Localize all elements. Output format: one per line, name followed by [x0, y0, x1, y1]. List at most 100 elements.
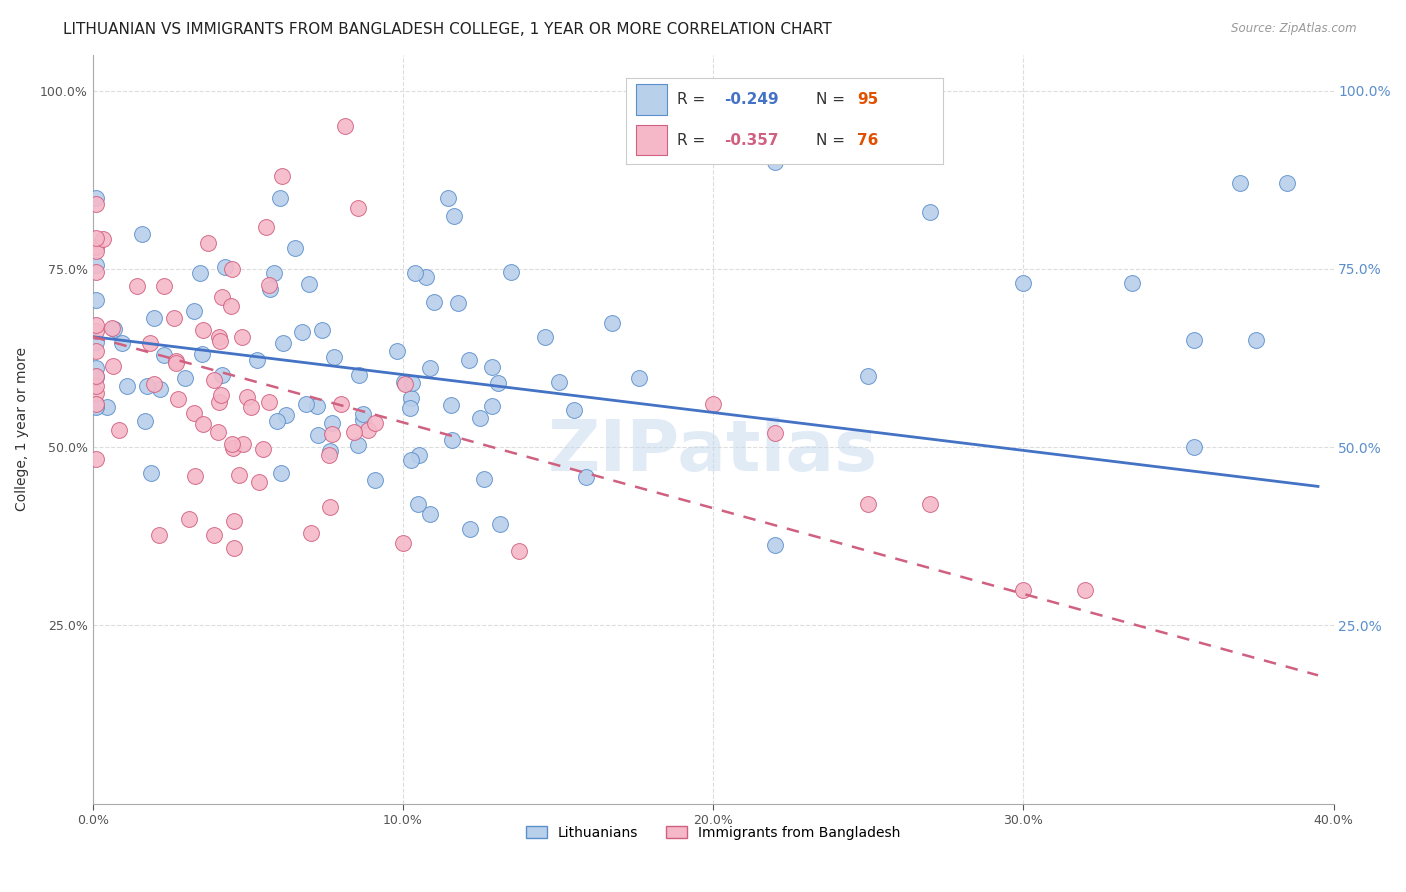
- Point: [308, 427, 330, 442]
- Point: [202, 528, 225, 542]
- Point: [305, 399, 328, 413]
- Point: [84, 361, 107, 376]
- Point: [84, 231, 107, 245]
- Point: [131, 227, 153, 241]
- Point: [207, 425, 229, 439]
- Point: [84, 293, 107, 307]
- Point: [347, 368, 370, 382]
- Point: [108, 423, 131, 437]
- Point: [1012, 582, 1035, 597]
- Text: Source: ZipAtlas.com: Source: ZipAtlas.com: [1232, 22, 1357, 36]
- Point: [84, 240, 107, 254]
- Point: [84, 244, 107, 258]
- Point: [84, 197, 107, 211]
- Point: [231, 330, 253, 344]
- Point: [111, 336, 134, 351]
- Point: [1182, 440, 1205, 454]
- Point: [406, 497, 429, 511]
- Point: [232, 437, 254, 451]
- Point: [101, 359, 124, 373]
- Point: [246, 353, 269, 368]
- Point: [399, 401, 422, 415]
- Point: [149, 382, 172, 396]
- Point: [399, 391, 422, 405]
- Point: [142, 376, 165, 391]
- Point: [508, 544, 530, 558]
- Point: [138, 336, 160, 351]
- Point: [219, 299, 242, 313]
- Point: [115, 379, 138, 393]
- Point: [399, 453, 422, 467]
- Point: [96, 400, 118, 414]
- Point: [486, 376, 509, 391]
- Point: [920, 497, 942, 511]
- Point: [84, 452, 107, 467]
- Point: [235, 390, 257, 404]
- Point: [321, 416, 343, 430]
- Point: [1182, 333, 1205, 347]
- Point: [84, 369, 107, 384]
- Point: [211, 290, 233, 304]
- Point: [627, 371, 650, 385]
- Point: [270, 466, 292, 480]
- Point: [224, 514, 246, 528]
- Point: [211, 368, 233, 382]
- Text: ZIPatlas: ZIPatlas: [548, 417, 879, 486]
- Point: [165, 354, 187, 368]
- Point: [858, 368, 880, 383]
- Point: [825, 134, 848, 148]
- Point: [392, 535, 415, 549]
- Point: [763, 155, 786, 169]
- Point: [84, 258, 107, 272]
- Point: [335, 120, 357, 134]
- Point: [247, 475, 270, 490]
- Point: [443, 209, 465, 223]
- Point: [363, 473, 385, 487]
- Point: [204, 373, 226, 387]
- Point: [385, 343, 408, 358]
- Point: [319, 500, 342, 514]
- Point: [188, 266, 211, 280]
- Point: [472, 472, 495, 486]
- Point: [920, 205, 942, 219]
- Point: [321, 426, 343, 441]
- Point: [269, 191, 291, 205]
- Point: [763, 538, 786, 552]
- Point: [125, 279, 148, 293]
- Point: [263, 267, 285, 281]
- Point: [84, 400, 107, 414]
- Point: [284, 241, 307, 255]
- Point: [84, 399, 107, 413]
- Point: [401, 376, 423, 391]
- Point: [84, 369, 107, 384]
- Point: [346, 438, 368, 452]
- Point: [259, 278, 281, 293]
- Point: [191, 347, 214, 361]
- Point: [1012, 277, 1035, 291]
- Point: [1074, 582, 1097, 597]
- Point: [298, 277, 321, 291]
- Point: [84, 335, 107, 350]
- Point: [84, 386, 107, 401]
- Point: [191, 417, 214, 431]
- Point: [1121, 277, 1143, 291]
- Point: [357, 424, 380, 438]
- Point: [84, 397, 107, 411]
- Point: [84, 378, 107, 392]
- Point: [257, 395, 280, 409]
- Point: [252, 442, 274, 456]
- Point: [447, 295, 470, 310]
- Point: [91, 232, 114, 246]
- Point: [84, 318, 107, 332]
- Point: [209, 334, 232, 348]
- Point: [419, 507, 441, 521]
- Point: [394, 377, 416, 392]
- Point: [143, 310, 166, 325]
- Point: [184, 469, 207, 483]
- Point: [311, 323, 333, 337]
- Point: [166, 392, 188, 406]
- Point: [208, 395, 231, 409]
- Point: [165, 356, 187, 370]
- Point: [548, 375, 571, 389]
- Point: [153, 279, 176, 293]
